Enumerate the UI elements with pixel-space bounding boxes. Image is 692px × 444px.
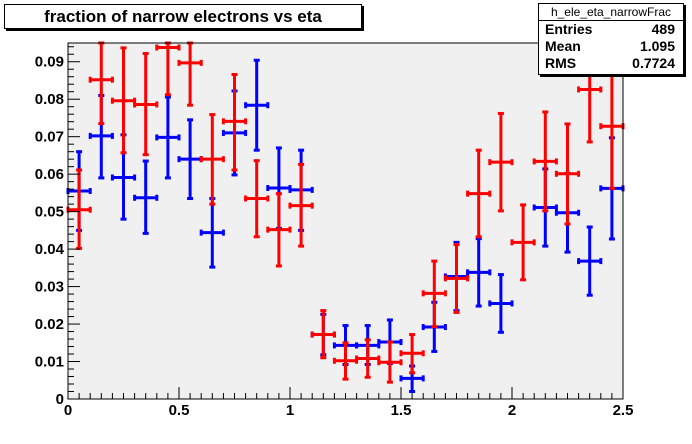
x-tick-label: 0.5 [169,402,190,419]
axes-layer: 0 0.5 1 1.5 2 2.5 0 0.01 0.02 0.03 0.04 0.05 0.06 0.0… [35,42,634,419]
data-point [133,159,159,235]
y-tick-label: 0.06 [35,166,64,183]
y-tick-label: 0.08 [35,91,64,108]
stats-value-mean: 1.095 [639,38,675,54]
stats-row-rms: RMS 0.7724 [539,55,683,72]
data-point [377,340,403,384]
data-point [110,46,137,155]
stats-value-rms: 0.7724 [632,55,675,71]
y-tick-label: 0.01 [35,354,64,371]
y-tick-label: 0.09 [35,54,64,71]
title-box: fraction of narrow electrons vs eta [4,4,362,29]
stats-label-rms: RMS [545,55,577,71]
data-point [266,192,292,268]
data-point [466,148,492,239]
stats-row-mean: Mean 1.095 [539,38,683,55]
data-point [488,273,514,334]
data-point [221,72,248,172]
stats-label-mean: Mean [545,38,581,54]
data-point [133,51,159,157]
data-point [199,113,225,206]
data-point [310,309,336,360]
stats-row-entries: Entries 489 [539,21,683,38]
data-point [577,225,603,297]
data-point [554,122,581,226]
data-point [488,111,514,213]
y-tick-label: 0.02 [35,316,64,333]
data-point [510,203,536,282]
x-tick-label: 0 [64,402,72,419]
data-point [421,259,447,329]
data-point [443,243,470,314]
x-tick-label: 1 [286,402,294,419]
y-tick-label: 0.05 [35,204,64,221]
x-tick-label: 2 [508,402,516,419]
stats-label-entries: Entries [545,21,593,37]
data-point [466,237,492,308]
stats-histogram-name: h_ele_eta_narrowFrac [539,4,683,21]
y-tick-label: 0 [56,391,64,408]
data-point [199,197,225,269]
series-1 [66,41,625,384]
data-point [155,95,181,180]
data-point [532,110,558,213]
data-point [399,333,425,375]
data-point [244,159,270,239]
data-point [88,41,114,126]
stats-value-entries: 489 [651,21,675,37]
data-point [288,162,314,248]
data-point [244,58,270,152]
chart-title: fraction of narrow electrons vs eta [44,6,322,26]
y-tick-label: 0.04 [35,241,65,258]
data-layer [66,41,625,394]
y-tick-label: 0.03 [35,279,64,296]
y-tick-label: 0.07 [35,129,64,146]
stats-box: h_ele_eta_narrowFrac Entries 489 Mean 1.… [538,3,684,75]
x-tick-label: 2.5 [613,402,634,419]
x-tick-label: 1.5 [391,402,412,419]
